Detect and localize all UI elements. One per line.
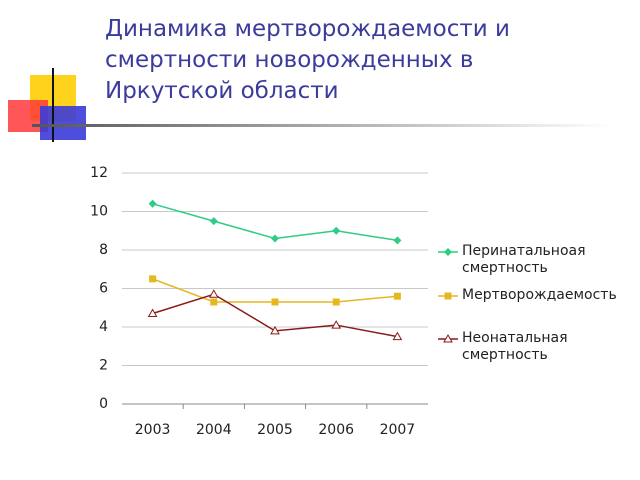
- legend-label: Неонатальная смертность: [462, 330, 568, 363]
- marker: [270, 325, 280, 335]
- marker: [393, 236, 402, 245]
- marker: [444, 292, 452, 300]
- y-tick-label: 8: [99, 242, 108, 258]
- x-tick-label: 2006: [318, 422, 354, 438]
- marker: [208, 289, 219, 298]
- chart-title: Динамика мертворождаемости и смертности …: [105, 16, 510, 104]
- x-tick-label: 2004: [196, 422, 232, 438]
- decor-square: [40, 106, 86, 140]
- marker: [444, 248, 452, 256]
- marker: [271, 298, 279, 306]
- marker: [210, 298, 218, 306]
- y-tick-label: 12: [90, 165, 108, 181]
- x-tick-label: 2007: [380, 422, 416, 438]
- legend-entry: Неонатальная смертность: [438, 330, 608, 364]
- y-tick-label: 6: [99, 281, 108, 297]
- marker: [149, 275, 157, 283]
- y-tick-label: 2: [99, 358, 108, 374]
- y-tick-label: 0: [99, 396, 108, 412]
- y-tick-label: 10: [90, 204, 108, 220]
- legend-label: Мертворождаемость: [462, 287, 617, 303]
- x-tick-label: 2005: [257, 422, 293, 438]
- marker: [332, 298, 340, 306]
- marker: [443, 333, 453, 343]
- y-tick-label: 4: [99, 319, 108, 335]
- marker: [271, 234, 279, 243]
- x-tick-label: 2003: [135, 422, 171, 438]
- marker: [209, 217, 218, 226]
- marker: [393, 292, 401, 300]
- legend-entry: Мертворождаемость: [438, 287, 617, 304]
- legend-entry: Перинатальноая смертность: [438, 243, 608, 277]
- marker: [148, 199, 157, 208]
- marker: [392, 331, 403, 341]
- marker: [147, 308, 158, 318]
- legend-label: Перинатальноая смертность: [462, 243, 586, 276]
- title-rule: [32, 124, 612, 127]
- marker: [331, 320, 342, 329]
- marker: [332, 226, 341, 235]
